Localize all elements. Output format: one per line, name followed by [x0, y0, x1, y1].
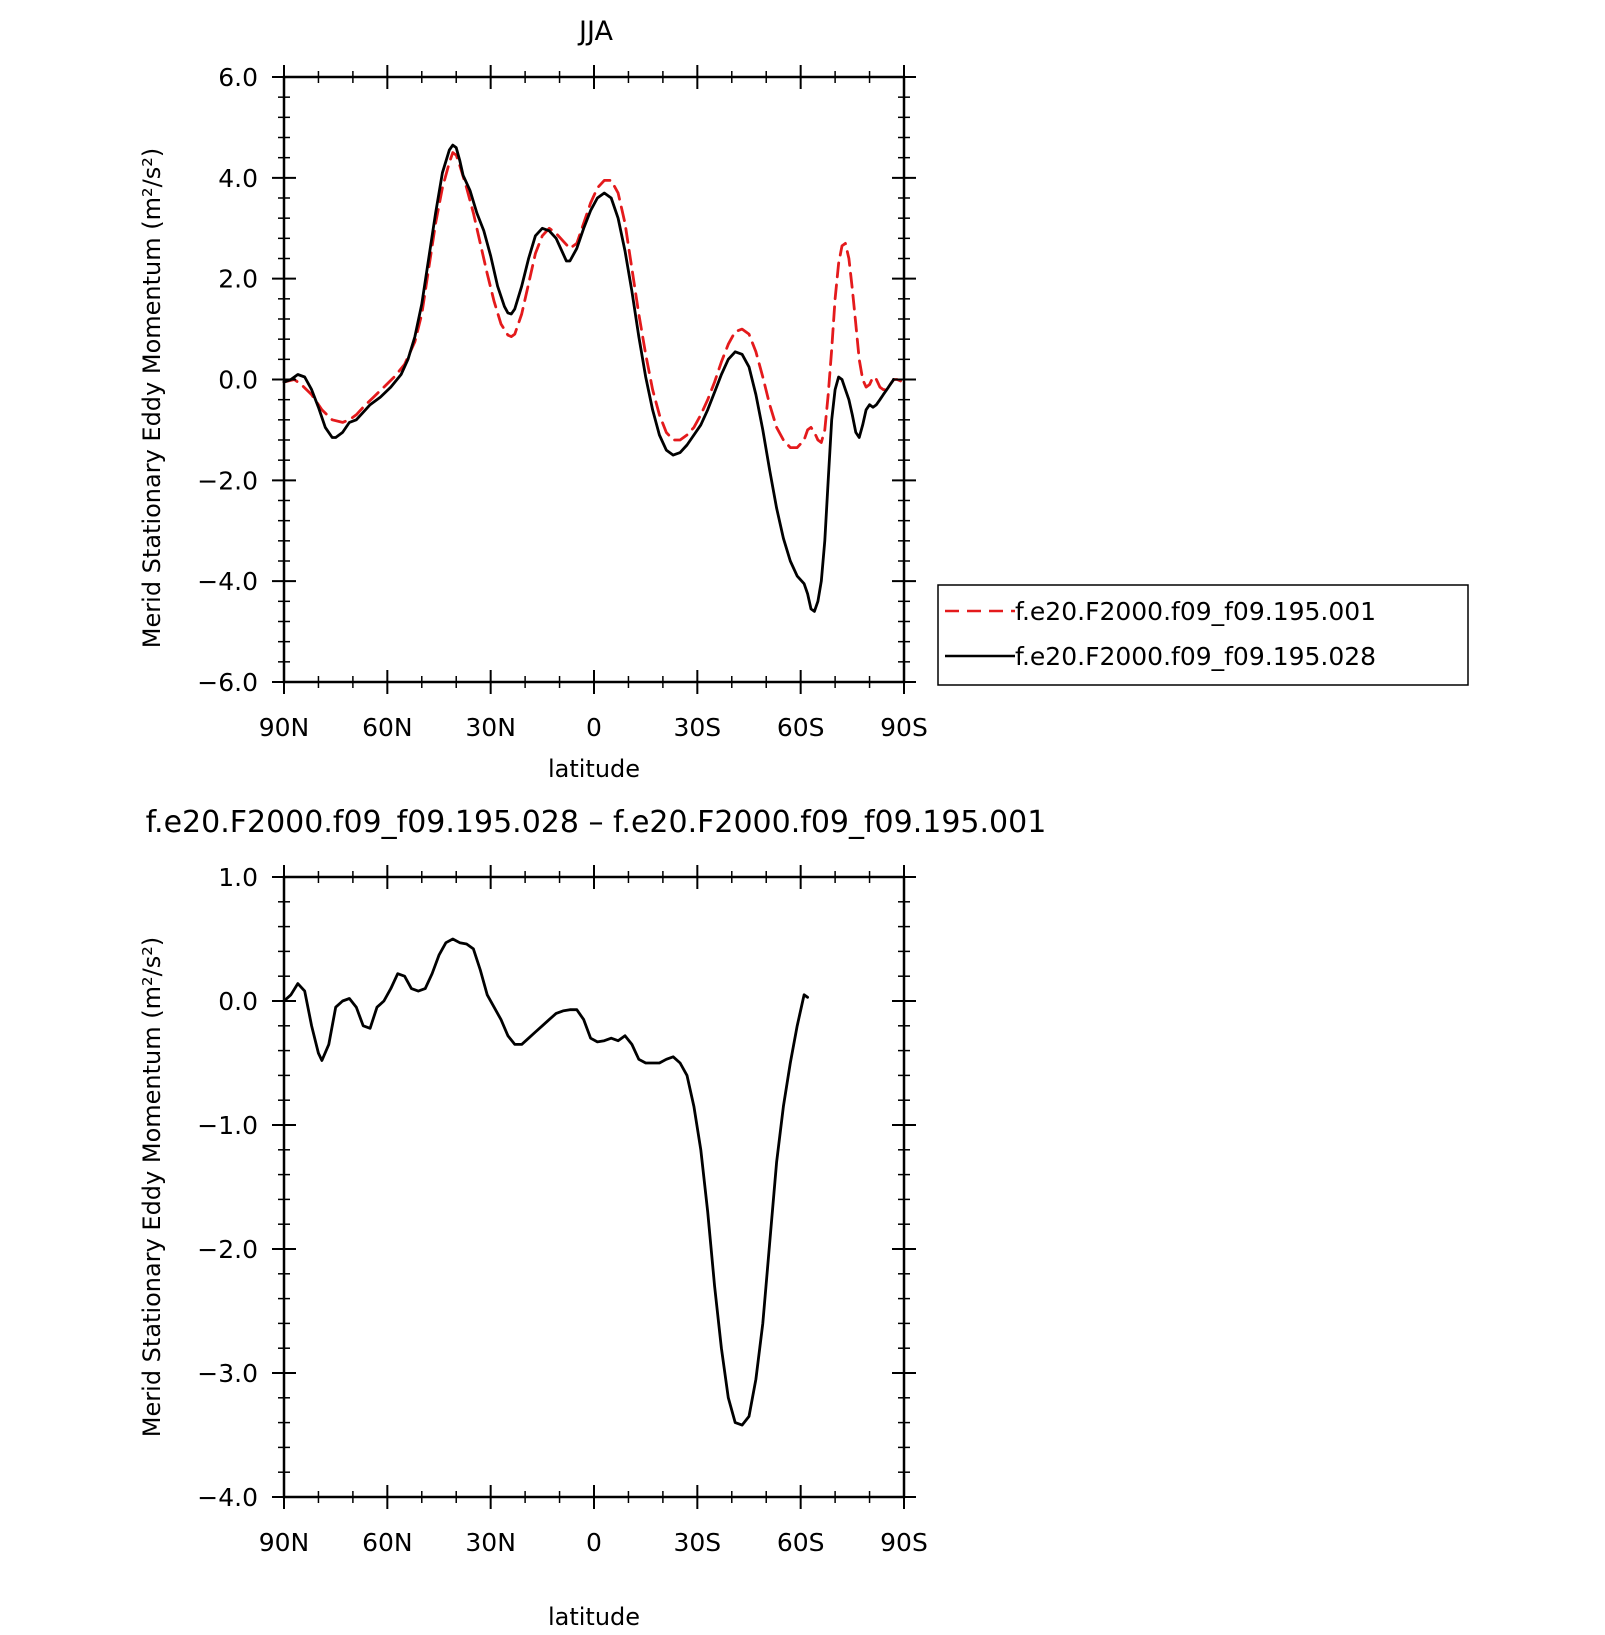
bottom-chart-ticks	[272, 865, 916, 1509]
bottom-chart: f.e20.F2000.f09_f09.195.028 – f.e20.F200…	[138, 805, 1046, 1631]
legend-label-series-1: f.e20.F2000.f09_f09.195.001	[1015, 597, 1376, 626]
y-tick-label: −4.0	[197, 1483, 258, 1512]
top-y-tick-labels: −6.0 −4.0 −2.0 0.0 2.0 4.0 6.0	[197, 63, 258, 697]
top-chart: JJA −6.0 −4.0 −2.0 0.0 2.0 4.0 6.0 90N 60N 30N 0 3…	[138, 16, 928, 783]
bottom-series-line-1	[282, 937, 809, 1427]
x-tick-label: 90N	[259, 713, 310, 742]
legend-label-series-2: f.e20.F2000.f09_f09.195.028	[1015, 642, 1376, 671]
y-tick-label: 0.0	[218, 987, 258, 1016]
bottom-x-tick-labels: 90N 60N 30N 0 30S 60S 90S	[259, 1528, 928, 1557]
legend: f.e20.F2000.f09_f09.195.001 f.e20.F2000.…	[937, 584, 1469, 686]
x-tick-label: 60N	[362, 1528, 413, 1557]
x-tick-label: 0	[586, 713, 602, 742]
y-tick-label: −3.0	[197, 1359, 258, 1388]
bottom-x-axis-label: latitude	[548, 1603, 640, 1631]
x-tick-label: 60S	[777, 1528, 825, 1557]
x-tick-label: 60S	[777, 713, 825, 742]
y-tick-label: −1.0	[197, 1111, 258, 1140]
x-tick-label: 30N	[465, 1528, 516, 1557]
x-tick-label: 30S	[673, 713, 721, 742]
y-tick-label: −2.0	[197, 466, 258, 495]
top-series-line-1	[282, 151, 902, 449]
y-tick-label: 4.0	[218, 164, 258, 193]
top-x-axis-label: latitude	[548, 755, 640, 783]
y-tick-label: 0.0	[218, 366, 258, 395]
top-chart-title: JJA	[577, 16, 613, 47]
x-tick-label: 30N	[465, 713, 516, 742]
bottom-y-axis-units: (m²/s²)	[138, 937, 166, 1019]
y-tick-label: 6.0	[218, 63, 258, 92]
top-x-tick-labels: 90N 60N 30N 0 30S 60S 90S	[259, 713, 928, 742]
bottom-chart-title: f.e20.F2000.f09_f09.195.028 – f.e20.F200…	[146, 805, 1047, 840]
bottom-chart-lines	[282, 937, 809, 1427]
bottom-y-tick-labels: −4.0 −3.0 −2.0 −1.0 0.0 1.0	[197, 863, 258, 1512]
bottom-y-axis-label: Merid Stationary Eddy Momentum (m²/s²)	[138, 937, 166, 1437]
top-chart-lines	[282, 143, 902, 613]
top-series-line-2	[282, 143, 896, 613]
y-tick-label: 1.0	[218, 863, 258, 892]
y-tick-label: 2.0	[218, 265, 258, 294]
x-tick-label: 90S	[880, 713, 928, 742]
y-tick-label: −6.0	[197, 668, 258, 697]
top-y-axis-label-text: Merid Stationary Eddy Momentum	[138, 237, 166, 648]
x-tick-label: 90N	[259, 1528, 310, 1557]
y-tick-label: −4.0	[197, 567, 258, 596]
top-chart-ticks	[272, 65, 916, 694]
top-y-axis-label: Merid Stationary Eddy Momentum (m²/s²)	[138, 148, 166, 648]
top-y-axis-units: (m²/s²)	[138, 148, 166, 230]
top-plot-frame	[282, 75, 906, 684]
x-tick-label: 0	[586, 1528, 602, 1557]
x-tick-label: 30S	[673, 1528, 721, 1557]
y-tick-label: −2.0	[197, 1235, 258, 1264]
bottom-plot-frame	[282, 875, 906, 1499]
legend-box	[937, 584, 1469, 686]
x-tick-label: 60N	[362, 713, 413, 742]
x-tick-label: 90S	[880, 1528, 928, 1557]
bottom-y-axis-label-text: Merid Stationary Eddy Momentum	[138, 1026, 166, 1437]
